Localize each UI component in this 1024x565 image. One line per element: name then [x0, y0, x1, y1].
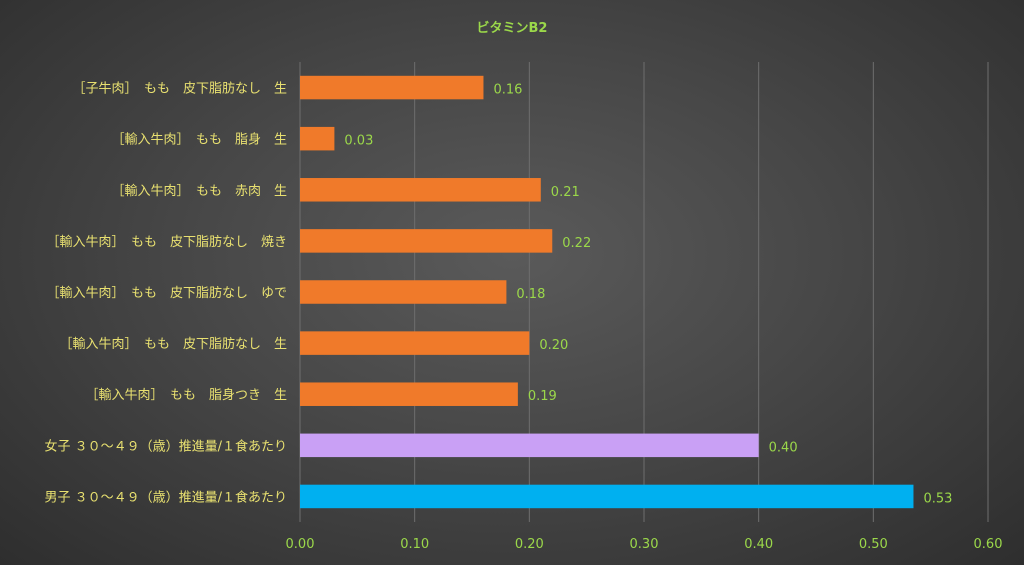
y-category-label: 男子 ３０～４９（歳）推進量/１食あたり — [44, 489, 287, 505]
bar — [300, 178, 541, 202]
bar — [300, 126, 335, 151]
x-tick-label: 0.40 — [744, 537, 773, 552]
y-category-label: ［輸入牛肉］ もも 脂身 生 — [111, 132, 287, 148]
x-tick-label: 0.20 — [515, 537, 544, 552]
y-category-label: ［子牛肉］ もも 皮下脂肪なし 生 — [72, 81, 287, 97]
data-label: 0.18 — [516, 287, 545, 302]
y-category-label: ［輸入牛肉］ もも 皮下脂肪なし 焼き — [46, 234, 287, 250]
bar — [300, 484, 914, 509]
x-tick-label: 0.00 — [286, 537, 315, 552]
data-label: 0.22 — [562, 236, 591, 251]
chart-title: ビタミンB2 — [477, 20, 548, 36]
y-category-label: ［輸入牛肉］ もも 皮下脂肪なし ゆで — [46, 285, 287, 301]
bar — [300, 433, 759, 458]
y-category-label: ［輸入牛肉］ もも 脂身つき 生 — [85, 387, 287, 403]
bar — [300, 280, 507, 304]
y-category-label: ［輸入牛肉］ もも 赤肉 生 — [111, 184, 287, 199]
x-tick-label: 0.60 — [974, 537, 1003, 552]
bar — [300, 75, 484, 100]
x-tick-label: 0.10 — [400, 537, 429, 552]
data-label: 0.53 — [923, 491, 952, 506]
bar — [300, 331, 530, 355]
y-category-label: 女子 ３０～４９（歳）推進量/１食あたり — [44, 438, 287, 454]
data-label: 0.03 — [344, 134, 373, 149]
y-category-label: ［輸入牛肉］ もも 皮下脂肪なし 生 — [59, 336, 287, 352]
data-label: 0.16 — [493, 83, 522, 98]
bars — [300, 75, 914, 509]
bar — [300, 229, 553, 253]
axes: 0.00 0.10 0.20 0.30 0.40 0.50 0.60 ［子牛肉］ もも 皮下脂… — [44, 81, 1002, 552]
x-tick-label: 0.50 — [859, 537, 888, 552]
data-label: 0.20 — [539, 338, 568, 353]
grid — [299, 62, 989, 522]
bar — [300, 382, 518, 406]
data-label: 0.21 — [551, 185, 580, 200]
data-label: 0.19 — [528, 389, 557, 404]
x-tick-label: 0.30 — [630, 537, 659, 552]
data-label: 0.40 — [769, 440, 798, 455]
